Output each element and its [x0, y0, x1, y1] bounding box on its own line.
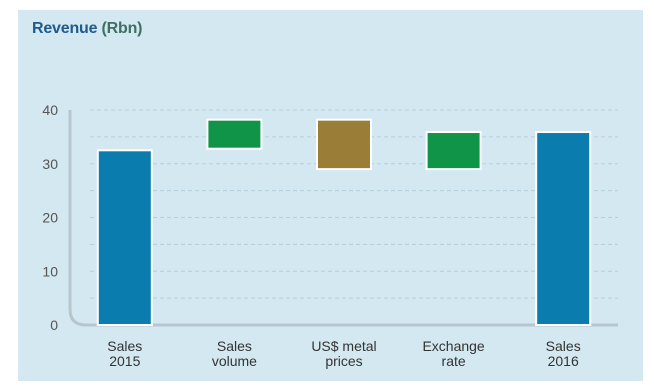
bar-increase — [425, 131, 482, 171]
bar-increase — [206, 118, 263, 150]
category-label-line: US$ metal — [311, 338, 376, 354]
y-tick-label: 30 — [42, 156, 58, 172]
y-tick-label: 40 — [42, 102, 58, 118]
category-label-line: Sales — [107, 338, 142, 354]
y-tick-label: 0 — [50, 317, 58, 333]
bar-decrease — [316, 118, 372, 171]
category-label: US$ metal prices — [311, 338, 376, 369]
y-tick-label: 10 — [42, 263, 58, 279]
category-label: Sales volume — [212, 338, 257, 369]
category-label-line: Exchange — [422, 338, 484, 354]
category-label-line: Sales — [217, 338, 252, 354]
chart-title: Revenue (Rbn) — [32, 20, 143, 38]
category-label-line: 2015 — [109, 353, 140, 369]
category-label-line: Sales — [546, 338, 581, 354]
bar-total — [535, 131, 592, 326]
chart-title-main: Revenue — [32, 20, 98, 37]
bar-total — [96, 149, 153, 326]
category-label-line: 2016 — [548, 353, 579, 369]
category-label-line: rate — [442, 353, 466, 369]
category-label-line: prices — [325, 353, 362, 369]
category-label-line: volume — [212, 353, 257, 369]
axis-line — [68, 110, 618, 327]
y-tick-label: 20 — [42, 210, 58, 226]
category-label: Sales 2015 — [107, 338, 142, 369]
category-label: Sales 2016 — [546, 338, 581, 369]
chart-title-unit: (Rbn) — [101, 20, 143, 37]
category-label: Exchange rate — [422, 338, 484, 369]
